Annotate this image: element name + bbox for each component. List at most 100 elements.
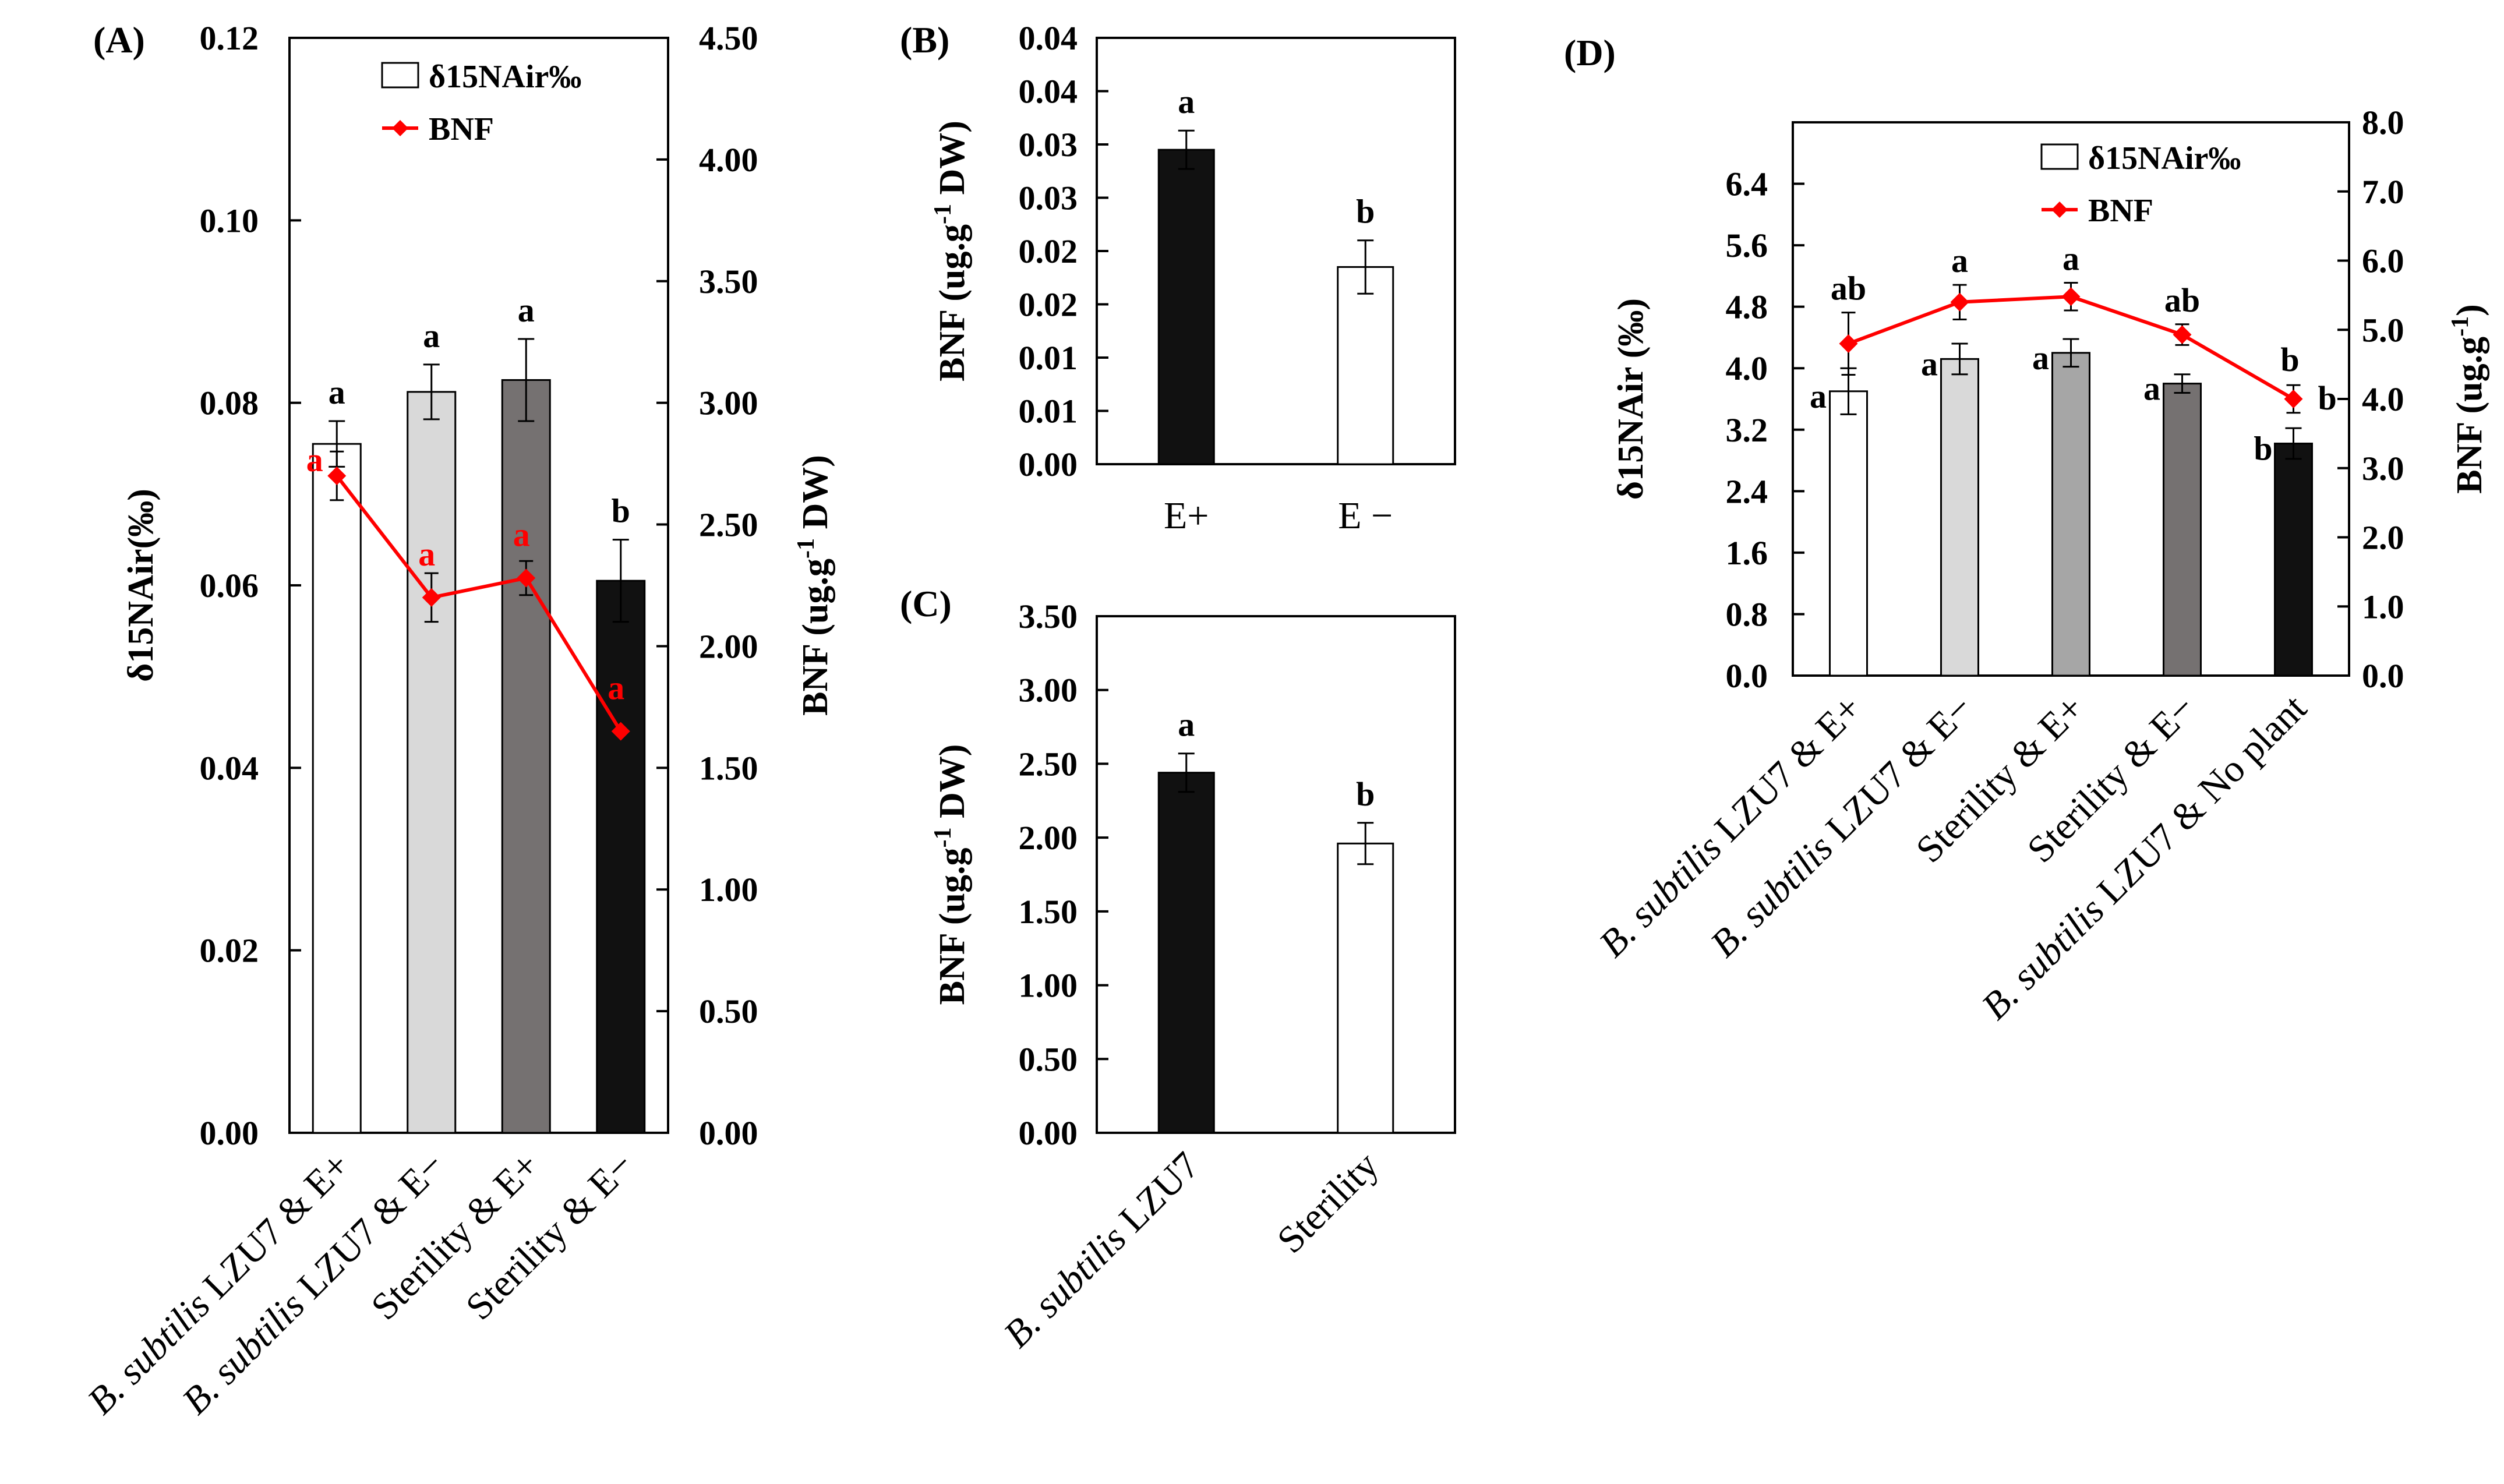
panel-b-ytick-label-5: 0.03: [1019, 179, 1078, 217]
panel-c-ytick-label-2: 1.00: [1019, 967, 1078, 1005]
panel-a-y2tick-label-7: 3.50: [699, 263, 758, 301]
panel-a-y2tick-label-3: 1.50: [699, 749, 758, 787]
panel-b-ytick-label-2: 0.01: [1019, 339, 1078, 377]
panel-a-line-sig-2: a: [513, 515, 530, 553]
panel-b-ytick-label-1: 0.01: [1019, 393, 1078, 430]
panel-a-y2label-text: BNF (ug.g-1 DW): [793, 455, 835, 716]
panel-b-ylabel-tail: DW): [933, 121, 972, 204]
panel-c-bar-sig-0: a: [1178, 706, 1195, 744]
panel-c-cat-0-rest: LZU7: [1104, 1144, 1207, 1247]
panel-c-frame: [1096, 615, 1456, 1134]
panel-c-ylabel-sup: -1: [930, 828, 956, 848]
panel-a-line-point-2: [517, 568, 536, 588]
panel-d-y2tick-label-5: 5.0: [2362, 311, 2404, 349]
panel-d-bar-sig-4: b: [2254, 430, 2272, 468]
panel-a-ytick-label-2: 0.04: [200, 749, 259, 787]
panel-d-bar-sig-0: a: [1810, 377, 1827, 415]
panel-b-ytick-label-6: 0.03: [1019, 126, 1078, 164]
panel-c-ytick-label-0: 0.00: [1019, 1114, 1078, 1152]
panel-d-legend-marker-1: [2051, 202, 2068, 218]
panel-a-y2tick-label-5: 2.50: [699, 506, 758, 544]
panel-d-ylabel-text: δ15NAir (‰): [1611, 298, 1651, 500]
panel-d-line-sig-4: b: [2280, 341, 2299, 379]
panel-a-y2tick-label-6: 3.00: [699, 384, 758, 422]
panel-c-bar-sig-1: b: [1356, 775, 1375, 813]
panel-c-ytick-label-1: 0.50: [1019, 1040, 1078, 1078]
panel-a-bar-sig-2: a: [518, 291, 535, 329]
panel-b-cat-1: E −: [1338, 494, 1393, 537]
panel-d-ytick-label-0: 0.0: [1726, 657, 1768, 695]
panel-d-cat-0-italic: B. subtilis: [1591, 826, 1730, 965]
panel-b-ytick-label-8: 0.04: [1019, 19, 1078, 57]
panel-a-bar-0: [312, 443, 362, 1134]
panel-a-bar-1: [407, 391, 457, 1134]
panel-a-legend-label-0: δ15NAir‰: [429, 59, 581, 95]
panel-d-bar-sig-1: a: [1921, 345, 1938, 383]
panel-d-cat-4-italic: B. subtilis: [1973, 889, 2112, 1027]
panel-c-ylabel-tail: DW): [933, 744, 972, 828]
panel-d-line-sig-side: b: [2318, 379, 2337, 417]
panel-a-cat-3: Sterility & E−: [458, 1144, 642, 1328]
panel-c-bar-1: [1337, 842, 1394, 1134]
panel-b-bar-sig-0: a: [1178, 83, 1195, 121]
panel-d-y2label-main: BNF (ug.g: [2450, 337, 2489, 494]
panel-d-ytick-label-8: 6.4: [1726, 165, 1768, 203]
panel-a-y2label-tail: DW): [796, 455, 835, 538]
panel-a-y2label: BNF (ug.g-1 DW): [793, 455, 835, 716]
panel-a-ytick-label-0: 0.00: [200, 1114, 259, 1152]
panel-d-line-sig-3: ab: [2164, 281, 2200, 319]
panel-d-y2tick-label-4: 4.0: [2362, 380, 2404, 418]
panel-c-cat-0-italic: B. subtilis: [995, 1217, 1134, 1356]
panel-c-cat-0: B. subtilis LZU7: [995, 1144, 1207, 1356]
panel-d-y2tick-label-2: 2.0: [2362, 519, 2404, 557]
panel-d-bar-4: [2274, 443, 2313, 677]
panel-a-bar-sig-1: a: [423, 317, 440, 355]
panel-c-ytick-label-5: 2.50: [1019, 745, 1078, 783]
panel-a-legend-label-1: BNF: [429, 111, 494, 147]
panel-d-legend-swatch-0: [2040, 143, 2079, 170]
panel-b-ytick-label-3: 0.02: [1019, 286, 1078, 324]
panel-d-ytick-label-3: 2.4: [1726, 472, 1768, 510]
panel-d-line-point-4: [2284, 390, 2303, 408]
panel-b-bar-0: [1157, 149, 1215, 465]
panel-d-ytick-label-7: 5.6: [1726, 227, 1768, 264]
panel-a-label: (A): [93, 19, 145, 61]
panel-d-bar-3: [2163, 383, 2202, 677]
panel-d-line-point-0: [1839, 334, 1858, 353]
panel-d-y2tick-label-8: 8.0: [2362, 104, 2404, 142]
panel-a-ytick-label-4: 0.08: [200, 384, 259, 422]
panel-b-frame: [1096, 37, 1456, 465]
panel-a-line-point-1: [422, 588, 441, 607]
panel-a-ylabel: δ15NAir(‰): [121, 489, 161, 682]
panel-d-y2tick-label-1: 1.0: [2362, 588, 2404, 626]
panel-a-bar-sig-0: a: [329, 373, 345, 411]
panel-a-line-point-3: [611, 722, 630, 741]
panel-d-label: (D): [1564, 32, 1616, 73]
panel-a-legend-swatch-0: [381, 62, 419, 89]
panel-d-y2tick-label-6: 6.0: [2362, 242, 2404, 280]
panel-a-legend-marker-1: [392, 120, 408, 136]
panel-d-line-sig-1: a: [1951, 242, 1968, 280]
panel-b-ylabel: BNF (ug.g-1 DW): [930, 121, 972, 381]
panel-a-y2tick-label-0: 0.00: [699, 1114, 758, 1152]
panel-a-bar-2: [501, 379, 551, 1134]
panel-d-y2label-text: BNF (ug.g-1): [2447, 304, 2489, 493]
panel-b-bar-1: [1337, 266, 1394, 465]
panel-c-cat-1-rest: Sterility: [1269, 1144, 1387, 1262]
panel-d-ytick-label-5: 4.0: [1726, 349, 1768, 387]
panel-a-y2tick-label-1: 0.50: [699, 992, 758, 1030]
panel-d-bar-2: [2051, 352, 2090, 677]
panel-a-ytick-label-5: 0.10: [200, 202, 259, 239]
panel-a-line: [335, 475, 623, 733]
panel-a-y2tick-label-9: 4.50: [699, 19, 758, 57]
panel-c-label: (C): [900, 583, 952, 624]
panel-a-line-sig-1: a: [418, 535, 435, 573]
panel-b-ylabel-text: BNF (ug.g-1 DW): [930, 121, 972, 381]
panel-c-bar-0: [1157, 772, 1215, 1134]
panel-b-ylabel-main: BNF (ug.g: [933, 224, 972, 381]
panel-d-line-point-1: [1950, 292, 1969, 312]
panel-b-ytick-label-4: 0.02: [1019, 232, 1078, 270]
panel-d-ytick-label-4: 3.2: [1726, 411, 1768, 449]
panel-a-y2label-sup: -1: [793, 538, 820, 559]
panel-d-ytick-label-2: 1.6: [1726, 534, 1768, 572]
